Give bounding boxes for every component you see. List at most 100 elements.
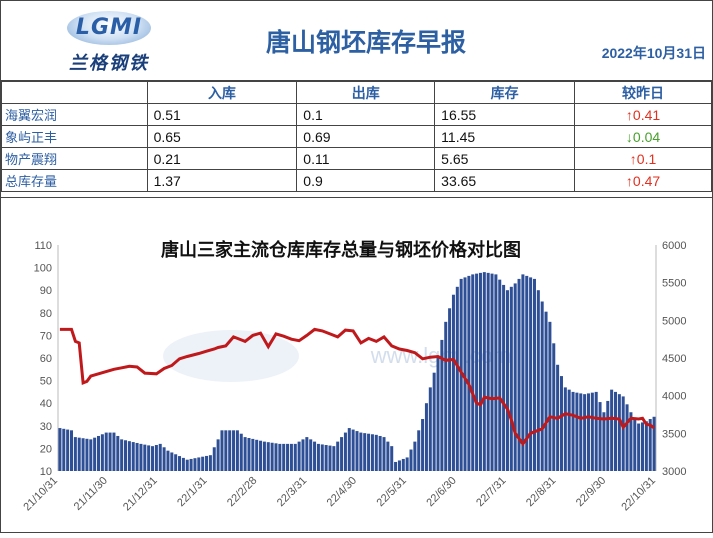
inventory-bar (517, 278, 521, 471)
inventory-bar (262, 441, 266, 471)
inventory-bar (85, 438, 89, 471)
stock-value: 5.65 (434, 147, 576, 170)
inventory-bar (232, 430, 236, 471)
y-left-tick-label: 100 (34, 263, 52, 275)
out-value: 0.11 (296, 147, 436, 170)
inventory-bar (266, 442, 270, 471)
y-left-tick-label: 10 (40, 466, 52, 478)
report-header: LGMI 兰格钢铁 唐山钢坯库存早报 2022年10月31日 (1, 1, 712, 81)
x-tick-label: 22/1/31 (175, 475, 209, 509)
inventory-bar (529, 277, 533, 471)
in-value: 0.21 (146, 147, 298, 170)
inventory-bar (552, 343, 556, 471)
inventory-bar (131, 442, 135, 471)
inventory-bar (625, 404, 629, 471)
x-tick-label: 22/9/30 (574, 475, 608, 509)
inventory-bar (62, 428, 66, 471)
inventory-bar (139, 443, 143, 471)
change-value: ↓0.04 (574, 125, 712, 148)
y-right-tick-label: 3000 (662, 466, 686, 478)
inventory-bar (513, 283, 517, 471)
inventory-bar (386, 441, 390, 471)
inventory-bar (305, 437, 309, 471)
y-right-tick-label: 4500 (662, 353, 686, 365)
inventory-bar (451, 294, 455, 471)
inventory-bar (58, 428, 62, 471)
x-tick-label: 22/3/31 (275, 475, 309, 509)
y-left-tick-label: 20 (40, 443, 52, 455)
inventory-bar (502, 284, 506, 471)
inventory-bar (201, 456, 205, 471)
inventory-bar (135, 442, 139, 471)
inventory-bar (162, 447, 166, 471)
inventory-bar (394, 461, 398, 471)
inventory-bar (178, 456, 182, 471)
inventory-bar (347, 428, 351, 471)
column-header-out: 出库 (296, 81, 436, 104)
inventory-bar (648, 419, 652, 471)
inventory-bar (286, 443, 290, 471)
change-value: ↑0.1 (574, 147, 712, 170)
x-tick-label: 22/4/30 (325, 475, 359, 509)
inventory-bar (340, 437, 344, 471)
inventory-bar (448, 308, 452, 471)
inventory-bar (571, 391, 575, 471)
inventory-bar (324, 445, 328, 471)
inventory-bar (224, 430, 228, 471)
inventory-bar (216, 439, 220, 471)
inventory-bar (270, 442, 274, 471)
inventory-bar (637, 423, 641, 471)
inventory-bar (440, 339, 444, 471)
out-value: 0.69 (296, 125, 436, 148)
inventory-bar (505, 290, 509, 471)
in-value: 0.65 (146, 125, 298, 148)
table-row: 总库存量 1.37 0.9 33.65 ↑0.47 (1, 169, 712, 192)
inventory-bar (621, 396, 625, 471)
inventory-bar (278, 443, 282, 471)
inventory-bar (247, 438, 251, 471)
inventory-bar (536, 290, 540, 471)
inventory-bar (112, 432, 116, 471)
warehouse-name: 海翼宏润 (1, 103, 148, 126)
out-value: 0.9 (296, 169, 436, 192)
inventory-bar (382, 437, 386, 471)
y-right-tick-label: 5500 (662, 278, 686, 290)
inventory-bar (120, 439, 124, 471)
inventory-bar (413, 441, 417, 471)
chart-title: 唐山三家主流仓库库存总量与钢坯价格对比图 (161, 239, 521, 260)
logo-text: LGMI (75, 15, 143, 40)
y-left-tick-label: 50 (40, 376, 52, 388)
inventory-bars (58, 272, 656, 471)
inventory-bar (336, 441, 340, 471)
x-tick-label: 22/2/28 (225, 475, 259, 509)
inventory-bar (610, 389, 614, 471)
inventory-bar (259, 440, 263, 471)
inventory-bar (289, 443, 293, 471)
inventory-bar (563, 387, 567, 471)
inventory-bar (559, 376, 563, 471)
logo-globe-icon (67, 11, 151, 45)
y-right-tick-label: 6000 (662, 240, 686, 252)
inventory-bar (613, 391, 617, 471)
inventory-bar (436, 358, 440, 471)
y-right-tick-label: 5000 (662, 315, 686, 327)
inventory-bar (73, 437, 77, 471)
y-left-tick-label: 40 (40, 398, 52, 410)
inventory-bar (124, 440, 128, 471)
x-tick-label: 22/7/31 (474, 475, 508, 509)
lgmi-logo: LGMI 兰格钢铁 (63, 9, 163, 75)
inventory-bar (374, 434, 378, 471)
inventory-bar (579, 393, 583, 471)
inventory-bar (401, 458, 405, 471)
inventory-bar (297, 441, 301, 471)
x-axis: 21/10/31 21/11/30 21/12/31 22/1/31 22/2/28 22… (21, 475, 658, 514)
inventory-bar (428, 387, 432, 471)
inventory-bar (467, 275, 471, 471)
y-right-tick-label: 3500 (662, 428, 686, 440)
warehouse-name: 物产震翔 (1, 147, 148, 170)
inventory-bar (606, 400, 610, 471)
inventory-bar (367, 433, 371, 471)
inventory-bar (320, 444, 324, 471)
inventory-bar (490, 273, 494, 471)
inventory-bar (378, 435, 382, 471)
